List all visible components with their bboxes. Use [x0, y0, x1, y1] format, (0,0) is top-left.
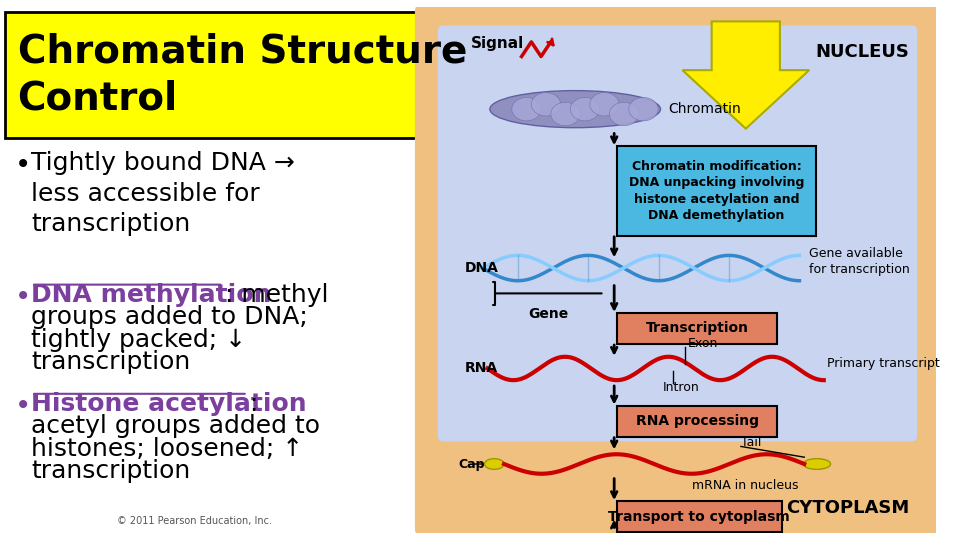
FancyBboxPatch shape: [617, 501, 781, 532]
Ellipse shape: [610, 102, 638, 126]
Text: Transcription: Transcription: [645, 321, 749, 335]
Ellipse shape: [512, 97, 541, 121]
Text: Chromatin modification:
DNA unpacking involving
histone acetylation and
DNA deme: Chromatin modification: DNA unpacking in…: [629, 160, 804, 222]
Text: acetyl groups added to: acetyl groups added to: [31, 414, 321, 438]
Text: transcription: transcription: [31, 459, 190, 483]
Text: tightly packed; ↓: tightly packed; ↓: [31, 328, 247, 352]
Ellipse shape: [589, 92, 619, 116]
Text: transcription: transcription: [31, 350, 190, 374]
Text: Gene available
for transcription: Gene available for transcription: [809, 247, 910, 276]
Text: histones; loosened; ↑: histones; loosened; ↑: [31, 437, 303, 461]
Text: •: •: [14, 151, 31, 179]
Ellipse shape: [485, 458, 504, 469]
Text: mRNA in nucleus: mRNA in nucleus: [692, 479, 799, 492]
Text: Cap: Cap: [458, 457, 485, 470]
Ellipse shape: [531, 92, 561, 116]
Text: Gene: Gene: [528, 307, 568, 321]
Text: RNA processing: RNA processing: [636, 414, 758, 428]
Ellipse shape: [551, 102, 580, 126]
FancyBboxPatch shape: [617, 313, 777, 344]
Text: DNA: DNA: [465, 261, 499, 275]
Text: DNA methylation: DNA methylation: [31, 282, 272, 307]
Ellipse shape: [804, 458, 830, 469]
FancyBboxPatch shape: [617, 146, 816, 236]
Text: Tail: Tail: [741, 436, 761, 449]
Ellipse shape: [629, 97, 658, 121]
Text: Transport to cytoplasm: Transport to cytoplasm: [608, 510, 790, 524]
Text: : methyl: : methyl: [226, 282, 328, 307]
FancyBboxPatch shape: [617, 406, 777, 437]
Text: •: •: [14, 392, 31, 420]
Polygon shape: [683, 22, 809, 129]
Ellipse shape: [570, 97, 600, 121]
FancyBboxPatch shape: [436, 23, 920, 443]
FancyBboxPatch shape: [5, 12, 426, 138]
FancyBboxPatch shape: [417, 4, 939, 536]
Text: NUCLEUS: NUCLEUS: [816, 43, 909, 61]
Text: Chromatin Structure
Control: Chromatin Structure Control: [17, 32, 467, 118]
Text: Signal: Signal: [470, 36, 524, 51]
Text: © 2011 Pearson Education, Inc.: © 2011 Pearson Education, Inc.: [117, 516, 273, 526]
Text: :: :: [250, 392, 258, 416]
Text: •: •: [14, 282, 31, 310]
Text: groups added to DNA;: groups added to DNA;: [31, 305, 308, 329]
Ellipse shape: [490, 91, 660, 127]
Text: Histone acetylation: Histone acetylation: [31, 392, 307, 416]
Text: Tightly bound DNA →
less accessible for
transcription: Tightly bound DNA → less accessible for …: [31, 151, 295, 237]
Text: RNA: RNA: [465, 361, 498, 375]
Text: Primary transcript: Primary transcript: [827, 357, 940, 370]
Text: Intron: Intron: [663, 381, 700, 394]
Text: Chromatin: Chromatin: [668, 102, 740, 116]
Text: Exon: Exon: [687, 336, 718, 349]
Text: CYTOPLASM: CYTOPLASM: [786, 498, 909, 517]
